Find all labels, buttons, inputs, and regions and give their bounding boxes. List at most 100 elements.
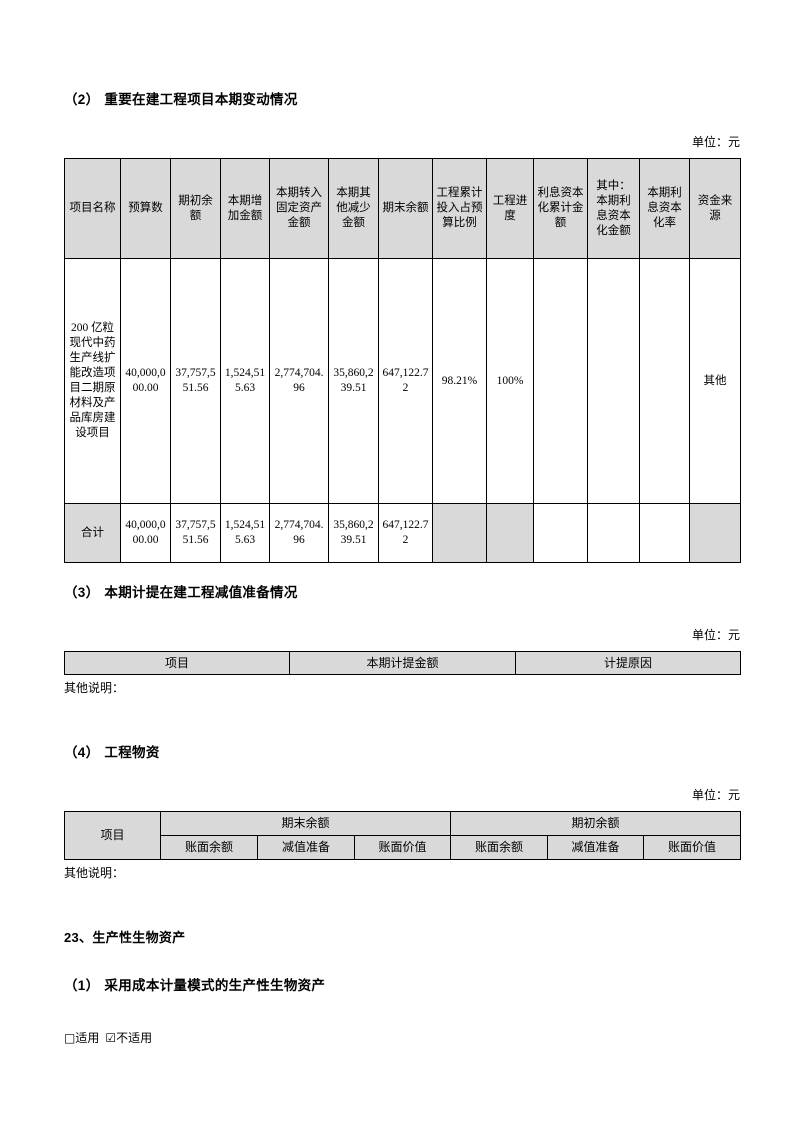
spacer [64,110,740,134]
cip-cell-transfer-fixed-assets: 2,774,704.96 [269,258,329,504]
cip-cell-project-name: 200 亿粒现代中药生产线扩能改造项目二期原材料及产品库房建设项目 [64,258,121,504]
impairment-header-row: 项目 本期计提金额 计提原因 [64,651,741,675]
section-2-number: （2） [64,92,100,107]
spacer [64,697,740,743]
section-4-number: （4） [64,745,100,760]
cip-cell-capitalized-interest-current [587,258,640,504]
cip-total-transfer-fixed-assets: 2,774,704.96 [269,503,329,563]
not-applicable-option[interactable]: ☑不适用 [105,1031,152,1045]
spacer [64,563,740,583]
materials-header-opening-balance: 期初余额 [450,811,742,836]
cip-header-increase: 本期增加金额 [220,158,270,259]
cip-header-investment-ratio: 工程累计投入占预算比例 [432,158,487,259]
section-3-title: 本期计提在建工程减值准备情况 [104,585,298,600]
cip-header-progress: 工程进度 [486,158,534,259]
materials-header-opening-book-value: 账面价值 [643,835,742,860]
checkbox-unchecked-icon[interactable]: □ [64,1031,76,1045]
section-23-title: 生产性生物资产 [92,930,186,945]
cip-header-capitalized-interest-total: 利息资本化累计金额 [533,158,588,259]
spacer [64,996,740,1030]
cip-cell-other-decrease: 35,860,239.51 [328,258,379,504]
section-3-heading: （3） 本期计提在建工程减值准备情况 [64,583,740,603]
materials-header-closing-book-balance: 账面余额 [160,835,258,860]
cip-cell-opening-balance: 37,757,551.56 [170,258,221,504]
materials-header-row-sub: 账面余额 减值准备 账面价值 账面余额 减值准备 账面价值 [65,835,742,860]
materials-header-closing-balance: 期末余额 [159,811,452,836]
impairment-unit-label: 单位：元 [691,628,740,642]
cip-header-transfer-fixed-assets: 本期转入固定资产金额 [269,158,329,259]
impairment-other-note: 其他说明： [64,681,125,695]
cip-changes-table: 项目名称 预算数 期初余额 本期增加金额 本期转入固定资产金额 本期其他减少金额… [64,158,741,563]
cip-cell-closing-balance: 647,122.72 [378,258,433,504]
applicable-option[interactable]: □适用 [64,1031,99,1045]
cip-cell-funding-source: 其他 [689,258,741,504]
materials-other-note: 其他说明： [64,866,125,880]
cip-cell-increase: 1,524,515.63 [220,258,270,504]
cip-cell-capitalized-interest-total [533,258,588,504]
cip-unit-label: 单位：元 [691,135,740,149]
cip-total-investment-ratio [432,503,487,563]
cip-total-row: 合计 40,000,000.00 37,757,551.56 1,524,515… [64,503,741,563]
spacer [64,150,740,158]
cip-cell-progress: 100% [486,258,534,504]
section-2-heading: （2） 重要在建工程项目本期变动情况 [64,90,740,110]
cip-total-capitalization-rate [639,503,690,563]
cip-total-funding-source [689,503,741,563]
section-23-number: 23、 [64,930,93,945]
materials-header-opening-book-balance: 账面余额 [450,835,549,860]
cip-header-funding-source: 资金来源 [689,158,741,259]
section-23-1-number: （1） [64,978,100,993]
document-content: （2） 重要在建工程项目本期变动情况 单位：元 项目名称 预算数 期初余额 本期增… [64,90,742,1047]
impairment-header-reason: 计提原因 [515,651,741,675]
cip-cell-investment-ratio: 98.21% [432,258,487,504]
cip-total-capitalized-interest-total [533,503,588,563]
materials-header-closing-impairment: 减值准备 [257,835,355,860]
section-23-1-heading: （1） 采用成本计量模式的生产性生物资产 [64,976,740,996]
not-applicable-label: 不适用 [116,1031,153,1045]
cip-header-capitalized-interest-current: 其中：本期利息资本化金额 [587,158,640,259]
cip-header-closing-balance: 期末余额 [378,158,433,259]
section-4-heading: （4） 工程物资 [64,743,740,763]
cip-total-capitalized-interest-current [587,503,640,563]
cip-total-closing-balance: 647,122.72 [378,503,433,563]
project-materials-table: 项目 期末余额 期初余额 账面余额 减值准备 账面价值 账面余额 减值准备 账面… [64,811,742,860]
materials-header-closing-book-value: 账面价值 [353,835,452,860]
applicability-row: □适用 ☑不适用 [64,1030,740,1047]
cip-cell-capitalization-rate [639,258,690,504]
materials-header-item: 项目 [64,811,161,860]
cip-total-label: 合计 [64,503,121,563]
cip-header-opening-balance: 期初余额 [170,158,221,259]
checkbox-checked-icon[interactable]: ☑ [105,1031,117,1045]
spacer [64,603,740,627]
impairment-header-amount: 本期计提金额 [289,651,516,675]
cip-cell-budget: 40,000,000.00 [120,258,171,504]
table-row: 200 亿粒现代中药生产线扩能改造项目二期原材料及产品库房建设项目 40,000… [64,258,741,504]
impairment-header-item: 项目 [64,651,290,675]
spacer [64,803,740,811]
cip-impairment-table: 项目 本期计提金额 计提原因 [64,651,741,675]
spacer [64,882,740,928]
section-3-number: （3） [64,585,100,600]
materials-header-row-top: 项目 期末余额 期初余额 [64,811,742,860]
cip-header-budget: 预算数 [120,158,171,259]
cip-header-project-name: 项目名称 [64,158,121,259]
cip-total-budget: 40,000,000.00 [120,503,171,563]
cip-header-other-decrease: 本期其他减少金额 [328,158,379,259]
section-23-1-title: 采用成本计量模式的生产性生物资产 [104,978,326,993]
cip-total-opening-balance: 37,757,551.56 [170,503,221,563]
spacer [64,643,740,651]
section-23-heading: 23、生产性生物资产 [64,928,740,948]
cip-header-row: 项目名称 预算数 期初余额 本期增加金额 本期转入固定资产金额 本期其他减少金额… [64,158,741,259]
spacer [64,763,740,787]
section-2-title: 重要在建工程项目本期变动情况 [104,92,298,107]
cip-total-increase: 1,524,515.63 [220,503,270,563]
cip-header-capitalization-rate: 本期利息资本化率 [639,158,690,259]
cip-total-other-decrease: 35,860,239.51 [328,503,379,563]
section-4-title: 工程物资 [104,745,160,760]
applicable-label: 适用 [75,1031,100,1045]
materials-header-opening-impairment: 减值准备 [547,835,645,860]
spacer [64,948,740,976]
cip-total-progress [486,503,534,563]
materials-unit-label: 单位：元 [691,788,740,802]
